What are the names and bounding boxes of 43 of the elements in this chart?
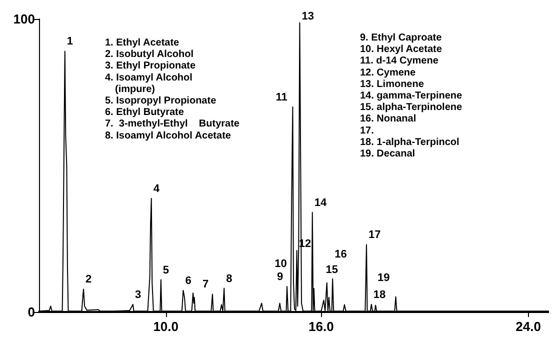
annotation: 5 <box>162 264 170 276</box>
annotation: 1. Ethyl Acetate <box>105 38 180 48</box>
annotation: (impure) <box>115 84 155 95</box>
annotation: 11 <box>276 91 288 104</box>
annotation: 13. Limonene <box>360 78 424 90</box>
annotation: 9 <box>277 271 284 284</box>
x-tick-label: 16.0 <box>308 319 334 334</box>
annotation: 17. <box>360 125 374 136</box>
annotation: 6 <box>185 274 192 287</box>
annotation: 18 <box>373 288 386 301</box>
annotation: 2 <box>86 274 92 286</box>
annotation: 10 <box>274 258 287 270</box>
annotation: 1 <box>66 36 74 48</box>
x-tick-label: 24.0 <box>516 319 541 334</box>
annotation: 2. Isobutyl Alcohol <box>105 49 194 60</box>
y-tick-label: 100 <box>13 12 35 26</box>
annotation: 18. 1-alpha-Terpincol <box>360 136 460 148</box>
annotation: 5. Isopropyl Propionate <box>105 96 217 106</box>
annotation: 15. alpha-Terpinolene <box>360 102 462 114</box>
annotation: 11. d-14 Cymene <box>360 56 439 67</box>
y-tick-label: 0 <box>28 304 35 320</box>
annotation: 10. Hexyl Acetate <box>360 44 442 56</box>
annotation: 3. Ethyl Propionate <box>105 60 196 72</box>
annotation: 19 <box>378 272 390 284</box>
annotation: 7 <box>202 278 209 291</box>
annotation: 17 <box>368 229 381 242</box>
annotation: 13 <box>302 10 314 22</box>
annotation: 4 <box>153 182 160 195</box>
annotation: 16 <box>334 248 347 260</box>
annotation: 16. Nonanal <box>360 114 416 125</box>
annotation: 8 <box>226 272 232 285</box>
annotation: 9. Ethyl Caproate <box>360 32 442 44</box>
annotation: 14. gamma-Terpinene <box>360 90 463 102</box>
annotation: 6. Ethyl Butyrate <box>105 107 184 118</box>
annotation: 19. Decanal <box>360 148 416 160</box>
annotation: 12. Cymene <box>360 67 416 78</box>
annotation: 7. 3-methyl-Ethyl Butyrate <box>105 118 240 130</box>
annotation: 3 <box>134 288 142 301</box>
annotation: 4. Isoamyl Alcohol <box>105 72 193 84</box>
annotation: 14 <box>314 196 328 209</box>
annotation: 15 <box>326 264 338 276</box>
annotation: 8. Isoamyl Alcohol Acetate <box>105 130 232 142</box>
x-tick-label: 10.0 <box>153 319 179 334</box>
